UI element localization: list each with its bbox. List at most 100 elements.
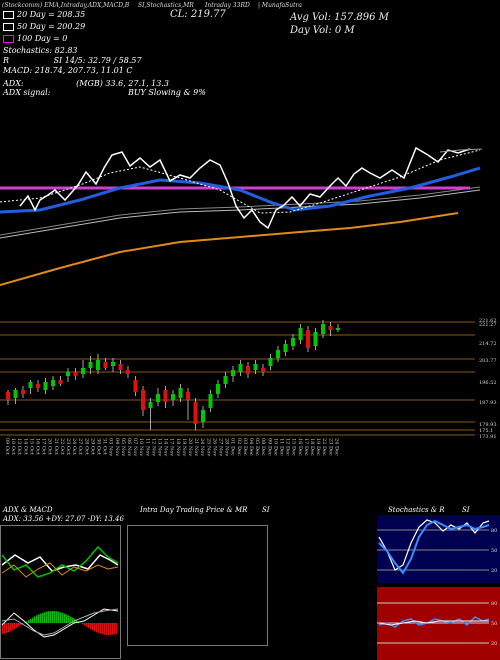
candle-body: [276, 350, 280, 358]
candle-body: [291, 338, 295, 346]
macd-bar: [76, 620, 78, 623]
macd-bar: [22, 623, 24, 625]
legend-20-day-label: 20 Day = 208.35: [17, 10, 86, 19]
candle-body: [193, 402, 198, 424]
date-axis-label: 02 Dec: [236, 438, 242, 456]
ema-blue-line: [0, 166, 481, 214]
day-volume: Day Vol: 0 M: [290, 25, 355, 36]
macd-bar: [42, 612, 44, 623]
candle-body: [223, 376, 228, 384]
macd-bar: [38, 614, 40, 623]
price-axis-label: 179.93: [479, 422, 497, 428]
macd-bar: [54, 611, 56, 623]
candle-body: [81, 368, 85, 374]
avg-volume: Avg Vol: 157.896 M: [290, 12, 389, 23]
date-axis-label: 07 Nov: [132, 438, 138, 456]
adx-line: [1, 554, 119, 572]
candle-body: [298, 328, 303, 340]
macd-bar: [90, 623, 92, 630]
date-axis-label: 17 Oct: [41, 438, 47, 455]
date-axis-label: 24 Nov: [199, 438, 205, 456]
date-axis-label: 14 Nov: [163, 438, 169, 456]
date-axis-label: 29 Oct: [89, 438, 95, 455]
stoch-tick-80: 80: [491, 528, 497, 534]
candle-body: [58, 380, 63, 384]
macd-bar: [72, 617, 74, 623]
macd-bar: [70, 616, 72, 623]
candle-body: [28, 382, 33, 388]
date-axis-label: 21 Nov: [193, 438, 199, 456]
indicator-r-label: R: [3, 56, 10, 65]
macd-bar: [36, 615, 38, 623]
stoch-si-panel: 80 50 20 80 50 20: [377, 515, 500, 660]
date-axis-label: 14 Oct: [22, 438, 28, 455]
date-axis-label: 18 Nov: [175, 438, 181, 456]
date-axis-label: 28 Oct: [83, 438, 89, 455]
legend-stochastics: Stochastics: 82.83: [3, 46, 78, 55]
candle-body: [126, 370, 130, 374]
candle-body: [186, 392, 190, 400]
macd-bar: [12, 623, 14, 631]
date-axis: 09 Oct 10 Oct 13 Oct 14 Oct 15 Oct 16 Oct 17 O…: [4, 438, 339, 456]
date-axis-label: 16 Dec: [297, 438, 303, 456]
intraday-panel: [127, 525, 268, 646]
date-axis-label: 25 Nov: [205, 438, 211, 456]
macd-bar: [4, 623, 6, 634]
macd-bar: [58, 611, 60, 623]
header-line-4: | MunafaSutra: [258, 2, 303, 9]
date-axis-label: 13 Oct: [16, 438, 22, 455]
date-axis-label: 28 Nov: [224, 438, 230, 456]
macd-bar: [56, 611, 58, 623]
adx-panel-values: ADX: 33.56 +DY: 27.07 -DY: 13.46: [3, 515, 124, 523]
date-axis-label: 30 Oct: [96, 438, 102, 455]
macd-bar: [40, 613, 42, 623]
date-axis-label: 01 Dec: [230, 438, 236, 456]
date-axis-label: 10 Nov: [138, 438, 144, 456]
adx-panel-frame: [0, 525, 121, 659]
date-axis-label: 16 Oct: [35, 438, 41, 455]
date-axis-label: 04 Dec: [248, 438, 254, 456]
macd-bar: [98, 623, 100, 634]
header-line-2: SI,Stochastics,MR: [138, 2, 194, 9]
candle-body: [111, 362, 115, 366]
candle-body: [163, 390, 168, 402]
macd-bar: [44, 612, 46, 623]
intraday-panel-title: Intra Day Trading Price & MR: [140, 506, 248, 514]
date-axis-label: 23 Oct: [65, 438, 71, 455]
macd-bar: [82, 623, 84, 625]
macd-bar: [16, 623, 18, 628]
header-line-3: Intraday 33RD: [205, 2, 250, 9]
date-axis-label: 10 Oct: [10, 438, 16, 455]
price-axis-label: 221.27: [479, 322, 497, 328]
candle-body: [88, 362, 93, 368]
macd-bar: [30, 618, 32, 623]
date-axis-label: 03 Nov: [108, 438, 114, 456]
date-axis-label: 27 Nov: [218, 438, 224, 456]
date-axis-label: 11 Dec: [279, 438, 285, 456]
date-axis-label: 27 Oct: [77, 438, 83, 455]
date-axis-label: 05 Nov: [120, 438, 126, 456]
price-axis-label: 173.91: [479, 434, 497, 440]
date-axis-label: 20 Oct: [47, 438, 53, 455]
price-axis-label: 221.62: [479, 318, 497, 324]
candles: [6, 320, 340, 430]
date-axis-label: 17 Dec: [303, 438, 309, 456]
macd-bar: [48, 611, 50, 623]
date-axis-label: 31 Oct: [102, 438, 108, 455]
price-axis-label: 214.72: [479, 341, 497, 347]
ema-dotted-line: [0, 149, 481, 214]
date-axis-label: 11 Nov: [144, 438, 150, 456]
indicator-buy-signal: BUY Slowing & 9%: [127, 88, 206, 97]
si-line: [378, 616, 490, 628]
indicator-si: SI 14/5: 32.79 / 58.57: [53, 56, 142, 65]
macd-bar: [32, 617, 34, 623]
stoch-k-line: [378, 519, 490, 571]
date-axis-label: 22 Dec: [321, 438, 327, 456]
stoch-tick-50: 50: [491, 548, 497, 554]
minus-di-line: [1, 562, 119, 578]
legend-swatch-icon: [3, 35, 14, 43]
ema-orange-line: [0, 212, 459, 286]
date-axis-label: 24 Oct: [71, 438, 77, 455]
date-axis-label: 08 Dec: [260, 438, 266, 456]
